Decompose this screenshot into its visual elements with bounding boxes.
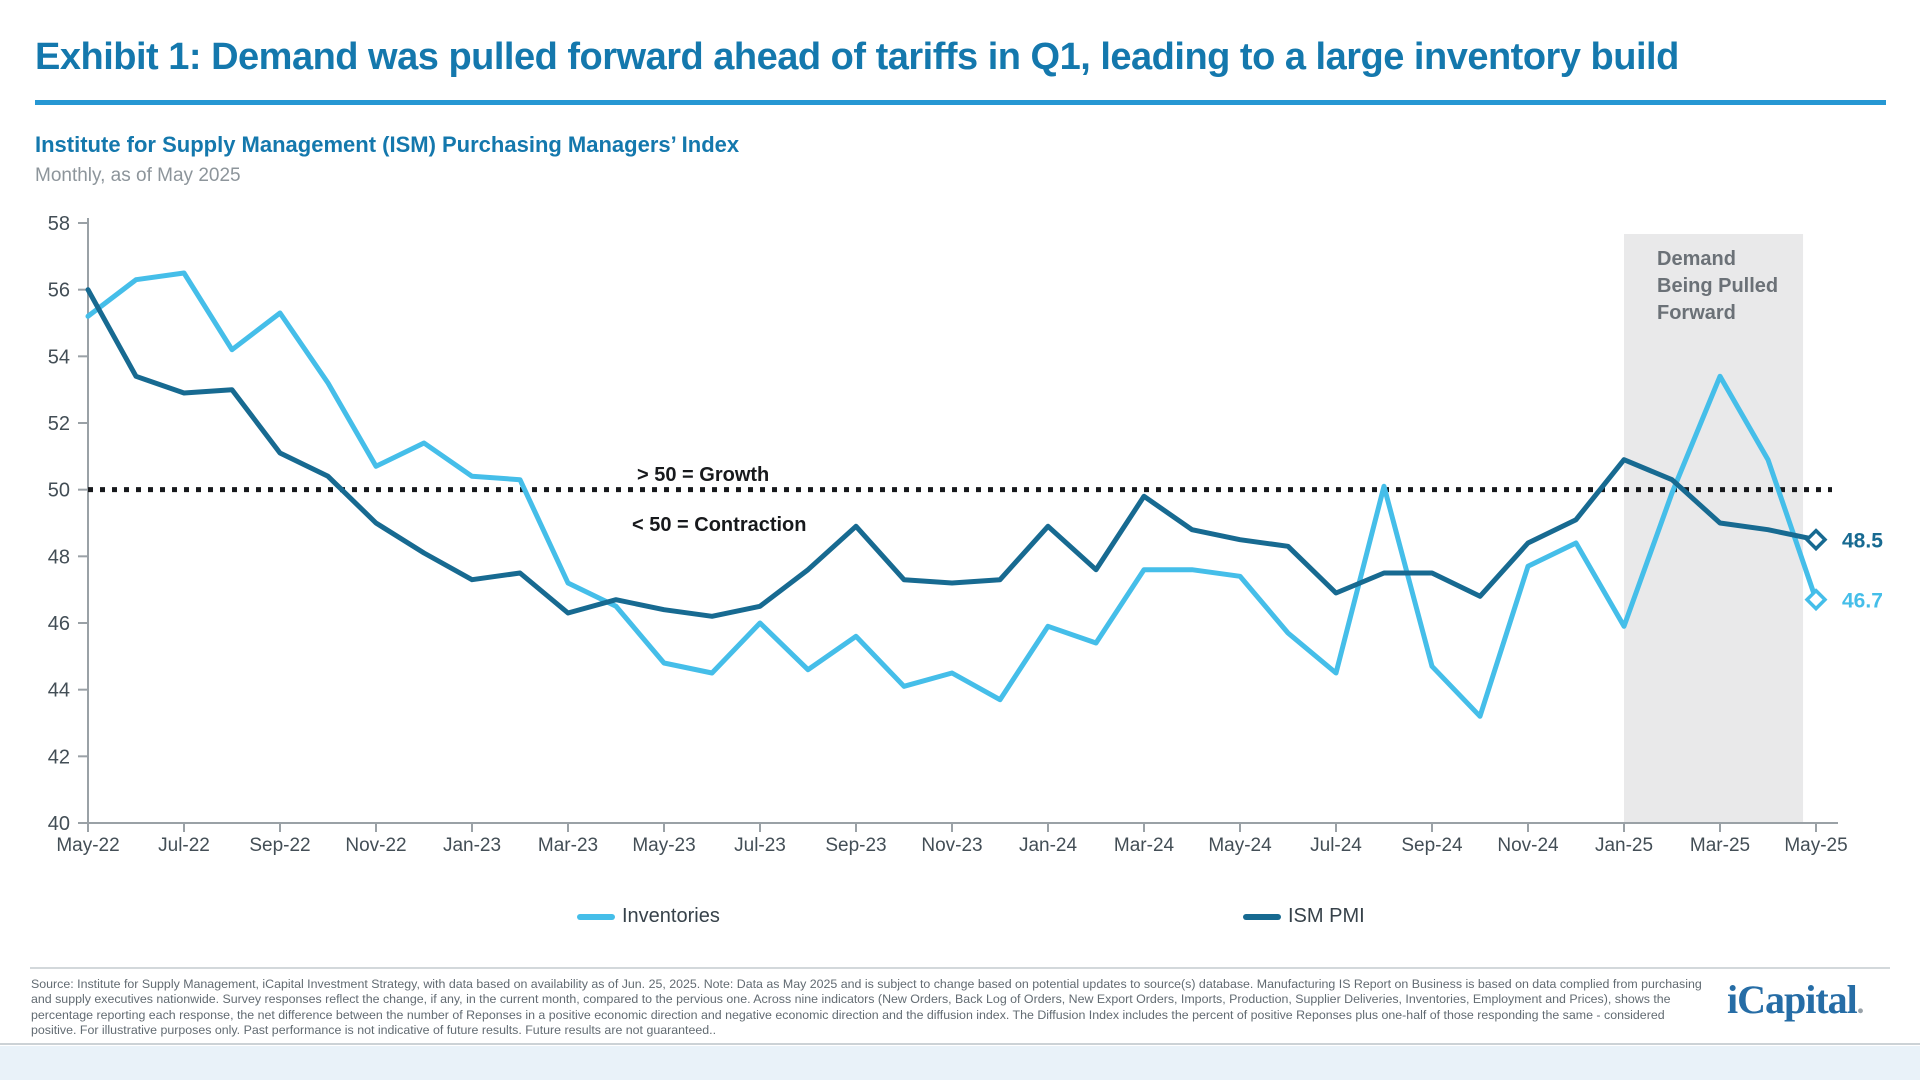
chart-subtitle: Monthly, as of May 2025 (35, 165, 241, 186)
logo-period: . (1856, 987, 1864, 1020)
svg-text:50: 50 (48, 480, 70, 502)
svg-text:Jul-22: Jul-22 (158, 835, 210, 856)
end-value-label: 48.5 (1842, 530, 1883, 553)
contraction-label: < 50 = Contraction (632, 514, 807, 536)
chart-title: Institute for Supply Management (ISM) Pu… (35, 132, 740, 157)
svg-text:Mar-24: Mar-24 (1114, 835, 1175, 856)
footer-line: and supply executives nationwide. Survey… (31, 992, 1671, 1007)
svg-text:52: 52 (48, 413, 70, 435)
svg-text:May-22: May-22 (56, 835, 119, 856)
svg-text:42: 42 (48, 746, 70, 768)
annotation-line: Being Pulled (1657, 275, 1779, 297)
annotation-line: Forward (1657, 302, 1736, 324)
chart-axes-layer: 40 42 44 46 48 50 52 54 56 58 May-22 Jul-22 Sep-22 No… (48, 213, 1848, 856)
end-value-label: 46.7 (1842, 590, 1883, 613)
bottom-divider (0, 1043, 1920, 1045)
title-underline (35, 100, 1886, 105)
svg-text:Nov-22: Nov-22 (345, 835, 406, 856)
annotation-line: Demand (1657, 248, 1736, 270)
bottom-accent-band (0, 1046, 1920, 1080)
svg-text:Sep-23: Sep-23 (825, 835, 886, 856)
footer-line: percentage reporting each response, the … (31, 1007, 1665, 1022)
legend-label: Inventories (622, 905, 720, 927)
svg-text:Nov-23: Nov-23 (921, 835, 982, 856)
svg-text:46: 46 (48, 613, 70, 635)
svg-text:58: 58 (48, 213, 70, 235)
footer-disclaimer: Source: Institute for Supply Management,… (31, 977, 1702, 1039)
legend-item-inventories: Inventories (577, 905, 720, 928)
chart-endmarkers-layer: 46.7 48.5 (1804, 528, 1883, 613)
svg-text:Nov-24: Nov-24 (1497, 835, 1559, 856)
svg-text:44: 44 (48, 680, 70, 702)
chart-series-layer (85, 270, 1819, 719)
svg-text:56: 56 (48, 280, 70, 302)
svg-text:May-25: May-25 (1784, 835, 1847, 856)
svg-text:May-24: May-24 (1208, 835, 1272, 856)
svg-text:54: 54 (48, 346, 70, 368)
footer-line: Source: Institute for Supply Management,… (31, 977, 1702, 991)
legend-label: ISM PMI (1288, 905, 1365, 927)
svg-text:Jan-25: Jan-25 (1595, 835, 1653, 856)
svg-text:Sep-24: Sep-24 (1401, 835, 1463, 856)
legend-item-ism-pmi: ISM PMI (1243, 905, 1365, 928)
growth-label: > 50 = Growth (637, 464, 769, 486)
svg-text:May-23: May-23 (632, 835, 695, 856)
svg-text:Mar-23: Mar-23 (538, 835, 598, 856)
svg-text:Jul-24: Jul-24 (1310, 835, 1362, 856)
svg-text:Jul-23: Jul-23 (734, 835, 786, 856)
svg-text:40: 40 (48, 813, 70, 835)
svg-text:Jan-24: Jan-24 (1019, 835, 1078, 856)
footer-divider (30, 967, 1890, 969)
ism-pmi-line-swatch (1243, 913, 1281, 920)
svg-text:48: 48 (48, 546, 70, 568)
svg-text:Jan-23: Jan-23 (443, 835, 501, 856)
svg-text:Mar-25: Mar-25 (1690, 835, 1750, 856)
icapital-logo: iCapital. (1727, 977, 1864, 1022)
shaded-region-annotation: Demand Being Pulled Forward (1657, 246, 1778, 327)
page-title: Exhibit 1: Demand was pulled forward ahe… (35, 36, 1679, 78)
inventories-line-swatch (577, 913, 615, 920)
svg-text:Sep-22: Sep-22 (249, 835, 310, 856)
footer-line: positive. For illustrative purposes only… (31, 1023, 717, 1038)
